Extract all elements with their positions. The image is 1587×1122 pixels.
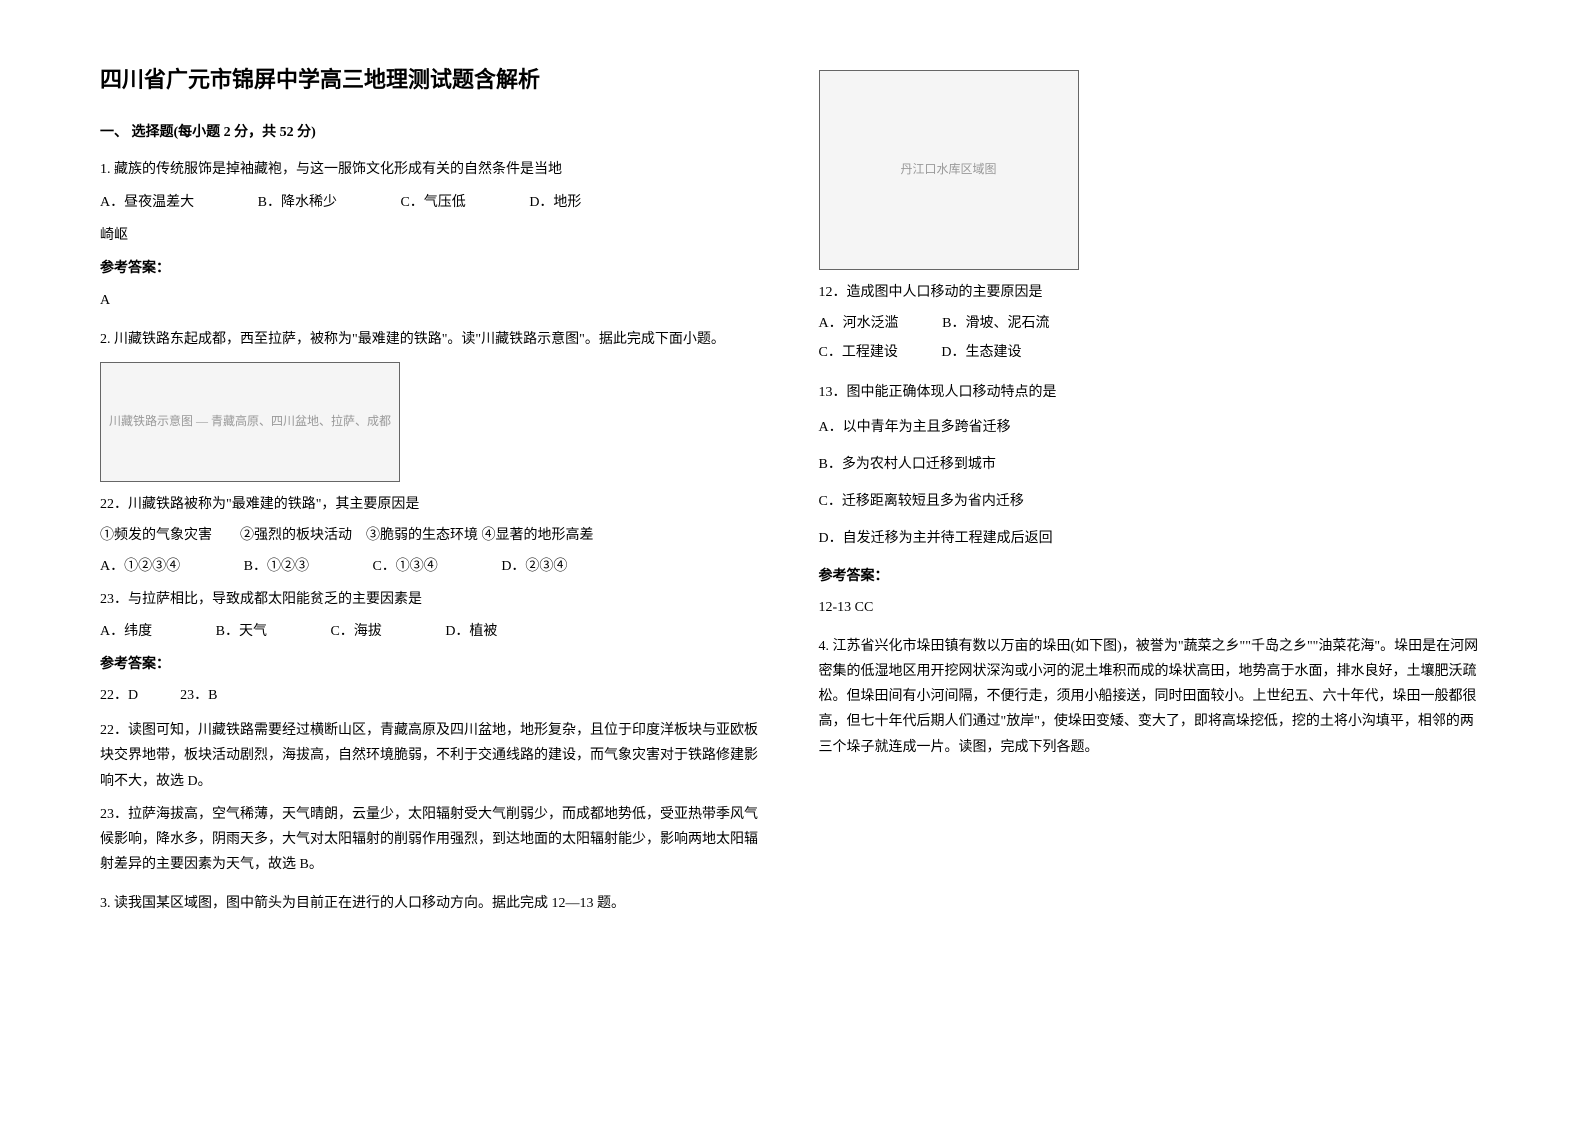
option-d: D．自发迁移为主并待工程建成后返回 [819,526,1488,551]
sub-question-22: 22．川藏铁路被称为"最难建的铁路"，其主要原因是 [100,492,769,517]
right-column: 丹江口水库区域图 12．造成图中人口移动的主要原因是 A．河水泛滥 B．滑坡、泥… [819,60,1488,931]
answer-text: 12-13 CC [819,595,1488,620]
document-title: 四川省广元市锦屏中学高三地理测试题含解析 [100,60,769,100]
explanation-23: 23．拉萨海拔高，空气稀薄，天气晴朗，云量少，太阳辐射受大气削弱少，而成都地势低… [100,802,769,878]
sub-question-13: 13．图中能正确体现人口移动特点的是 [819,380,1488,405]
map-image-2: 丹江口水库区域图 [819,70,1079,270]
question-text: 4. 江苏省兴化市垛田镇有数以万亩的垛田(如下图)，被誉为"蔬菜之乡""千岛之乡… [819,634,1488,760]
question-2: 2. 川藏铁路东起成都，西至拉萨，被称为"最难建的铁路"。读"川藏铁路示意图"。… [100,327,769,878]
option-c: C．①③④ [372,554,437,579]
option-d: D．植被 [445,619,497,644]
option-a: A．以中青年为主且多跨省迁移 [819,415,1488,440]
options-row: A．纬度 B．天气 C．海拔 D．植被 [100,619,769,644]
answer-text: 22．D 23．B [100,683,769,708]
sub-question-23: 23．与拉萨相比，导致成都太阳能贫乏的主要因素是 [100,587,769,612]
option-c: C．气压低 [400,190,465,215]
option-c: C．迁移距离较短且多为省内迁移 [819,489,1488,514]
option-a: A．昼夜温差大 [100,190,194,215]
option-b: B．多为农村人口迁移到城市 [819,452,1488,477]
answer-label: 参考答案： [100,652,769,677]
question-3: 12．造成图中人口移动的主要原因是 A．河水泛滥 B．滑坡、泥石流 C．工程建设… [819,280,1488,620]
document-page: 四川省广元市锦屏中学高三地理测试题含解析 一、 选择题(每小题 2 分，共 52… [100,60,1487,931]
option-a: A．纬度 [100,619,152,644]
option-d-cont: 崎岖 [100,223,769,248]
answer-label: 参考答案： [819,564,1488,589]
option-b: B．天气 [216,619,267,644]
options-row: A．①②③④ B．①②③ C．①③④ D．②③④ [100,554,769,579]
options-line: A．河水泛滥 B．滑坡、泥石流 [819,311,1488,336]
options-line: C．工程建设 D．生态建设 [819,340,1488,365]
answer-label: 参考答案： [100,256,769,281]
option-a: A．①②③④ [100,554,180,579]
question-4: 4. 江苏省兴化市垛田镇有数以万亩的垛田(如下图)，被誉为"蔬菜之乡""千岛之乡… [819,634,1488,760]
option-c: C．工程建设 [819,345,898,360]
left-column: 四川省广元市锦屏中学高三地理测试题含解析 一、 选择题(每小题 2 分，共 52… [100,60,769,931]
question-1: 1. 藏族的传统服饰是掉袖藏袍，与这一服饰文化形成有关的自然条件是当地 A．昼夜… [100,157,769,313]
section-header: 一、 选择题(每小题 2 分，共 52 分) [100,120,769,145]
option-d: D．②③④ [501,554,567,579]
question-text: 3. 读我国某区域图，图中箭头为目前正在进行的人口移动方向。据此完成 12—13… [100,891,769,916]
explanation-22: 22．读图可知，川藏铁路需要经过横断山区，青藏高原及四川盆地，地形复杂，且位于印… [100,718,769,794]
option-d: D．生态建设 [941,345,1021,360]
answer-text: A [100,288,769,313]
sub-question-22-opts: ①频发的气象灾害 ②强烈的板块活动 ③脆弱的生态环境 ④显著的地形高差 [100,523,769,548]
sub-question-12: 12．造成图中人口移动的主要原因是 [819,280,1488,305]
option-b: B．滑坡、泥石流 [942,316,1049,331]
question-text: 1. 藏族的传统服饰是掉袖藏袍，与这一服饰文化形成有关的自然条件是当地 [100,157,769,182]
option-b: B．①②③ [244,554,309,579]
option-b: B．降水稀少 [258,190,337,215]
options-row: A．昼夜温差大 B．降水稀少 C．气压低 D．地形 [100,190,769,215]
option-d: D．地形 [529,190,581,215]
map-image: 川藏铁路示意图 — 青藏高原、四川盆地、拉萨、成都 [100,362,400,482]
option-c: C．海拔 [330,619,381,644]
option-a: A．河水泛滥 [819,316,899,331]
question-3-intro: 3. 读我国某区域图，图中箭头为目前正在进行的人口移动方向。据此完成 12—13… [100,891,769,916]
question-text: 2. 川藏铁路东起成都，西至拉萨，被称为"最难建的铁路"。读"川藏铁路示意图"。… [100,327,769,352]
